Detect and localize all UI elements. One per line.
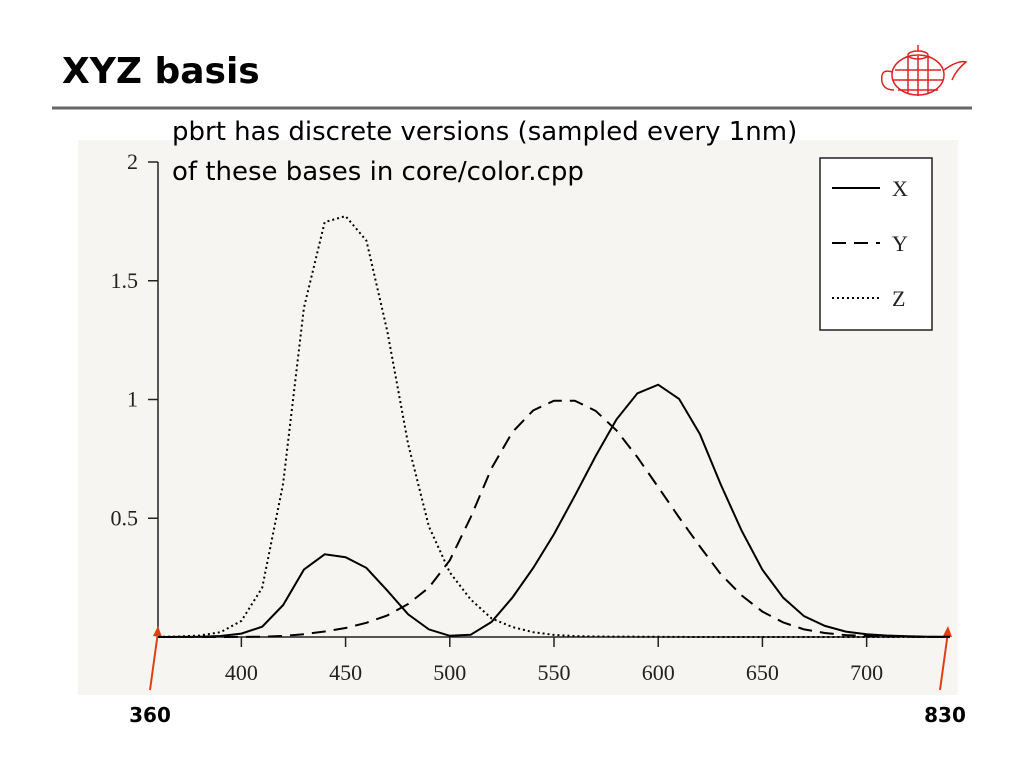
arrow-head — [153, 626, 162, 637]
arrow — [939, 631, 949, 691]
scan-background — [78, 140, 958, 695]
series-line — [157, 214, 950, 638]
teapot-icon — [880, 45, 968, 96]
y-tick-label: 0.5 — [111, 505, 139, 530]
annotation: of these bases in core/color.cpp — [172, 157, 584, 187]
x-tick-label: 600 — [642, 660, 675, 685]
range-label: 830 — [924, 703, 966, 727]
y-tick-label: 2 — [127, 149, 138, 174]
x-tick-label: 450 — [329, 660, 362, 685]
x-tick-label: 500 — [433, 660, 466, 685]
legend-label: X — [892, 176, 908, 201]
y-tick-label: 1.5 — [111, 268, 139, 293]
x-tick-label: 650 — [746, 660, 779, 685]
arrow-head — [943, 626, 952, 637]
y-tick-label: 1 — [127, 387, 138, 412]
slide-title: XYZ basis — [62, 51, 260, 92]
x-tick-label: 550 — [538, 660, 571, 685]
series-line — [157, 383, 951, 638]
annotation: pbrt has discrete versions (sampled ever… — [172, 117, 797, 147]
legend-label: Y — [892, 231, 908, 256]
arrow — [149, 631, 159, 691]
series-line — [158, 399, 951, 638]
x-tick-label: 400 — [225, 660, 258, 685]
legend-label: Z — [892, 286, 905, 311]
x-tick-label: 700 — [850, 660, 883, 685]
range-label: 360 — [129, 703, 171, 727]
